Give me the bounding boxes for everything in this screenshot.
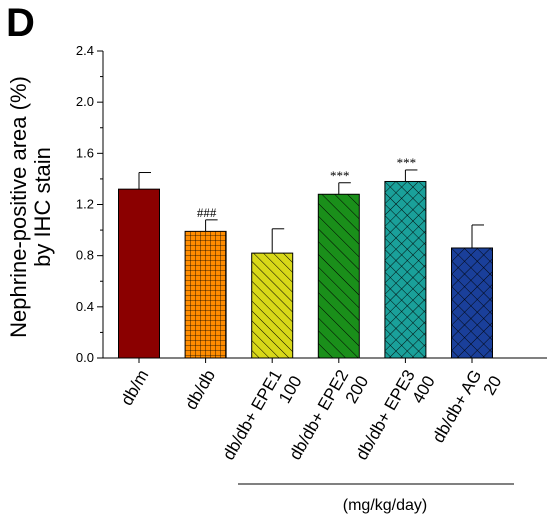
significance-marker: ### bbox=[197, 205, 217, 220]
y-axis-label-line-2: by IHC stain bbox=[30, 147, 55, 267]
bar bbox=[451, 247, 493, 359]
dose-unit-label: (mg/kg/day) bbox=[343, 497, 427, 514]
y-tick-label: 2.4 bbox=[76, 43, 94, 58]
bar bbox=[118, 188, 160, 359]
panel-label: D bbox=[6, 1, 35, 45]
bar bbox=[317, 193, 360, 359]
x-tick-label: db/m bbox=[117, 367, 152, 409]
y-tick-label: 0.0 bbox=[76, 350, 94, 365]
bar bbox=[184, 230, 227, 359]
y-tick-label: 0.4 bbox=[76, 299, 94, 314]
x-tick-label: db/db+ AG bbox=[429, 367, 486, 446]
y-tick-label: 1.2 bbox=[76, 197, 94, 212]
y-tick-label: 1.6 bbox=[76, 145, 94, 160]
plot-area: 0.00.40.81.21.62.02.4db/m###db/db db/db+ … bbox=[76, 43, 547, 463]
y-tick-label: 0.8 bbox=[76, 248, 94, 263]
y-tick-label: 2.0 bbox=[76, 94, 94, 109]
x-tick-label: db/db+ EPE1 bbox=[219, 367, 286, 464]
bar bbox=[384, 180, 427, 359]
significance-marker: *** bbox=[397, 155, 417, 170]
y-axis-label-line-1: Nephrine-positive area (%) bbox=[6, 76, 31, 338]
x-tick-label: db/db bbox=[181, 367, 219, 413]
significance-marker: *** bbox=[330, 168, 350, 183]
bar bbox=[251, 252, 294, 359]
